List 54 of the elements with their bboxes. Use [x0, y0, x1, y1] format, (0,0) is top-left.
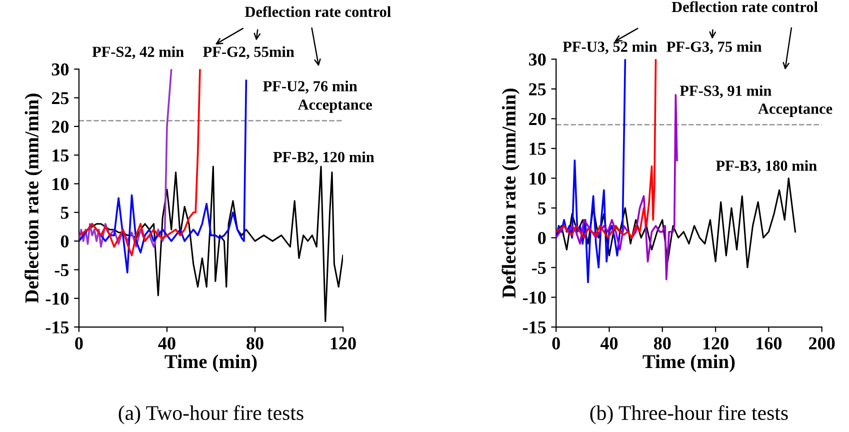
y-tick-label: 15 [530, 142, 546, 155]
text: Deflection rate control [244, 6, 391, 17]
y-axis-title: Deflection rate (mm/min) [24, 94, 42, 304]
x-axis-title: Time (min) [164, 354, 257, 372]
y-tick-label: 25 [52, 92, 69, 104]
y-tick-label: 0 [60, 235, 69, 248]
annotation: PF-G2, 55min [203, 46, 294, 60]
text: (b) Three-hour fire tests [590, 405, 788, 424]
x-tick-label: 120 [703, 337, 728, 350]
line-series [78, 69, 201, 256]
y-tick-label: -5 [54, 264, 69, 276]
y-tick-label: -5 [532, 262, 546, 274]
y-tick-label: 25 [529, 83, 546, 96]
line-series [556, 59, 626, 284]
annotation: PF-S2, 42 min [92, 46, 184, 60]
ref-line-label: Acceptance [758, 104, 832, 117]
x-tick-label: 120 [330, 337, 356, 350]
x-tick-label: 80 [246, 337, 264, 350]
annotation: PF-S3, 91 min [680, 85, 772, 98]
y-tick-label: -10 [522, 292, 546, 304]
y-tick-label: 20 [529, 112, 546, 126]
annotation: PF-G3, 75 min [666, 41, 762, 54]
text: Deflection rate control [672, 1, 818, 12]
y-tick-label: 10 [52, 178, 69, 190]
y-axis-title: Deflection rate (mm/min) [502, 88, 520, 298]
x-tick-label: 160 [756, 337, 782, 350]
y-tick-label: 0 [538, 232, 546, 244]
y-tick-label: 15 [52, 149, 69, 162]
line-series [556, 94, 678, 280]
y-tick-label: 30 [52, 63, 69, 76]
x-tick-label: 40 [600, 337, 618, 350]
y-tick-label: -15 [46, 321, 69, 334]
x-tick-label: 0 [552, 337, 560, 350]
line-series [78, 69, 172, 248]
x-axis-title: Time (min) [642, 354, 735, 372]
annotation: PF-B3, 180 min [716, 160, 817, 174]
annotation: PF-U3, 52 min [562, 41, 657, 54]
y-tick-label: 10 [530, 172, 546, 185]
x-tick-label: 0 [75, 337, 83, 350]
y-tick-label: 30 [528, 53, 546, 66]
line-series [556, 59, 657, 239]
annotation: PF-B2, 120 min [273, 151, 374, 164]
y-tick-label: 5 [538, 202, 546, 214]
text: (a) Two-hour fire tests [118, 405, 304, 424]
y-tick-label: 20 [52, 120, 69, 133]
y-tick-label: -10 [46, 292, 69, 305]
y-tick-label: 5 [60, 206, 69, 219]
x-tick-label: 80 [654, 337, 671, 350]
y-tick-label: -15 [522, 321, 546, 334]
line-series [78, 80, 248, 274]
annotation: PF-U2, 76 min [263, 80, 358, 94]
x-tick-label: 40 [158, 337, 176, 350]
ref-line-label: Acceptance [298, 100, 372, 113]
x-tick-label: 200 [809, 337, 835, 350]
